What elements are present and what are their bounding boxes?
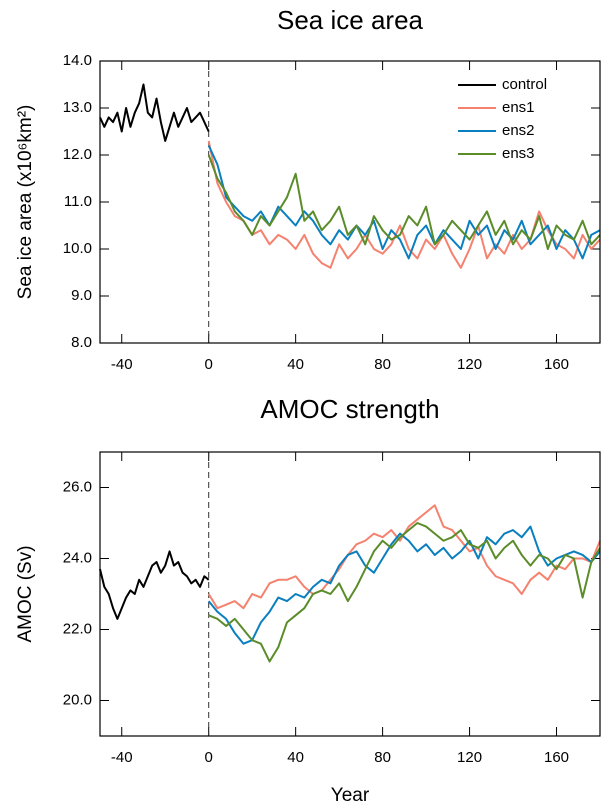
y-axis-label: AMOC (Sv)	[15, 545, 36, 642]
y-tick-label: 14.0	[63, 52, 92, 69]
chart-title: AMOC strength	[260, 394, 439, 424]
x-tick-label: 80	[374, 749, 391, 766]
y-tick-label: 9.0	[71, 287, 92, 304]
series-line	[207, 525, 601, 645]
x-tick-label: 0	[205, 749, 213, 766]
x-tick-label: 0	[205, 356, 213, 373]
y-tick-label: 20.0	[63, 691, 92, 708]
y-tick-label: 22.0	[63, 620, 92, 637]
plot-frame	[99, 60, 601, 344]
y-tick-label: 8.0	[71, 334, 92, 351]
x-tick-label: 40	[287, 356, 304, 373]
series-line	[207, 154, 601, 250]
legend-label: ens3	[502, 145, 535, 162]
chart-title: Sea ice area	[277, 5, 424, 35]
x-tick-label: -40	[111, 749, 133, 766]
y-axis-label: Sea ice area (x10⁶km²)	[15, 105, 36, 300]
series-line	[208, 522, 601, 663]
plot-frame	[99, 451, 601, 737]
x-tick-label: 160	[544, 356, 569, 373]
x-tick-label: 40	[287, 749, 304, 766]
x-tick-label: 80	[374, 356, 391, 373]
y-tick-label: 11.0	[64, 193, 92, 210]
x-tick-label: -40	[111, 356, 133, 373]
y-tick-label: 13.0	[63, 99, 92, 116]
legend-label: ens1	[502, 99, 535, 116]
series-line	[99, 550, 210, 620]
legend-label: control	[502, 76, 547, 93]
y-tick-label: 24.0	[63, 549, 92, 566]
x-axis-label: Year	[331, 785, 370, 806]
x-tick-label: 120	[457, 749, 482, 766]
y-tick-label: 10.0	[63, 240, 92, 257]
x-tick-label: 120	[457, 356, 482, 373]
series-line	[99, 83, 210, 142]
y-tick-label: 12.0	[63, 146, 92, 163]
legend-label: ens2	[502, 122, 535, 139]
x-tick-label: 160	[544, 749, 569, 766]
y-tick-label: 26.0	[63, 478, 92, 495]
series-line	[207, 145, 601, 260]
